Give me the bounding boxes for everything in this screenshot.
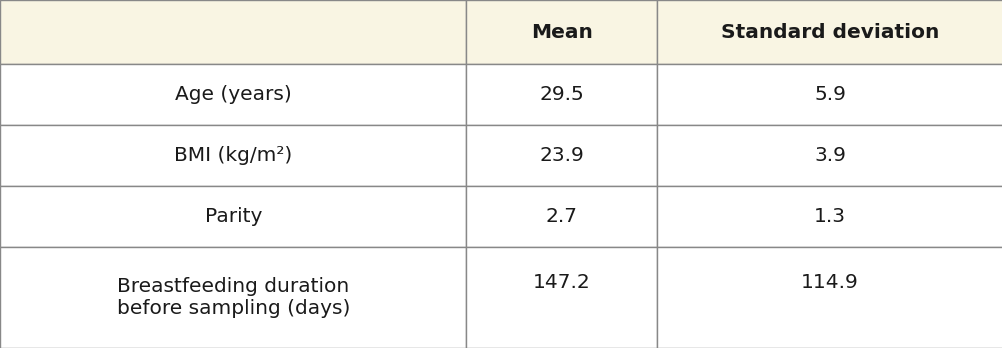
Bar [656,125,1002,186]
Bar [656,64,1002,125]
Text: Age (years): Age (years) [174,85,292,104]
Text: Mean: Mean [530,23,592,42]
Text: 3.9: 3.9 [814,146,845,165]
Text: 2.7: 2.7 [545,207,577,226]
Text: 1.3: 1.3 [814,207,845,226]
Text: 29.5: 29.5 [539,85,583,104]
Text: Standard deviation: Standard deviation [720,23,938,42]
Bar [0,247,466,348]
Bar [0,64,466,125]
Bar [656,247,1002,348]
Bar [656,186,1002,247]
Text: BMI (kg/m²): BMI (kg/m²) [174,146,292,165]
Bar [466,247,656,348]
Text: Parity: Parity [204,207,262,226]
Text: 147.2: 147.2 [532,273,590,292]
Bar [466,125,656,186]
Bar [0,186,466,247]
Bar [656,0,1002,64]
Text: 114.9: 114.9 [801,273,858,292]
Text: Breastfeeding duration
before sampling (days): Breastfeeding duration before sampling (… [116,277,350,318]
Bar [0,0,466,64]
Bar [466,0,656,64]
Text: 5.9: 5.9 [814,85,845,104]
Bar [466,186,656,247]
Bar [466,64,656,125]
Text: 23.9: 23.9 [539,146,583,165]
Bar [0,125,466,186]
